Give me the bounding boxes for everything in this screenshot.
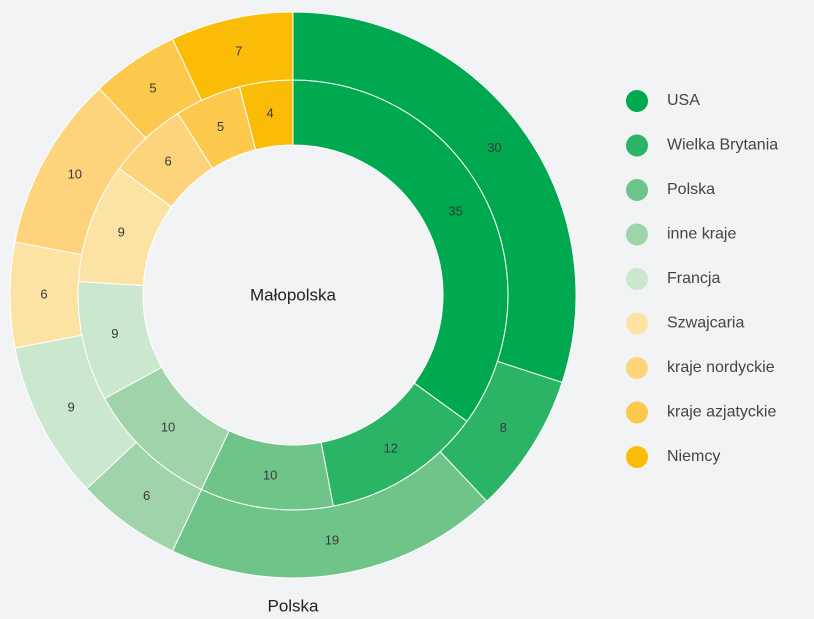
value-label: 10 bbox=[263, 467, 277, 482]
legend-label: inne kraje bbox=[667, 226, 736, 243]
value-label: 7 bbox=[235, 43, 242, 58]
value-label: 8 bbox=[500, 420, 507, 435]
value-label: 12 bbox=[384, 441, 398, 456]
legend-label: kraje nordyckie bbox=[667, 359, 775, 376]
value-label: 6 bbox=[40, 286, 47, 301]
legend-swatch bbox=[626, 268, 648, 290]
value-label: 6 bbox=[164, 153, 171, 168]
legend-swatch bbox=[626, 357, 648, 379]
donut-segment bbox=[292, 11, 577, 384]
value-label: 9 bbox=[118, 225, 125, 240]
legend-swatch bbox=[626, 223, 648, 246]
value-label: 10 bbox=[68, 166, 82, 181]
value-label: 10 bbox=[161, 419, 175, 434]
legend-swatch bbox=[626, 446, 648, 468]
legend-swatch bbox=[626, 312, 648, 335]
inner-ring-name: Małopolska bbox=[250, 285, 337, 304]
legend-label: kraje azjatyckie bbox=[667, 404, 776, 421]
legend-swatch bbox=[626, 90, 648, 112]
legend-label: Polska bbox=[667, 181, 715, 198]
legend-label: Francja bbox=[667, 270, 720, 287]
value-label: 9 bbox=[111, 326, 118, 341]
value-label: 35 bbox=[448, 204, 462, 219]
donut-segment bbox=[171, 11, 294, 102]
value-label: 30 bbox=[487, 140, 501, 155]
legend-swatch bbox=[626, 401, 648, 424]
legend-label: Wielka Brytania bbox=[667, 137, 778, 154]
legend-swatch bbox=[626, 134, 648, 157]
value-label: 19 bbox=[325, 532, 339, 547]
value-label: 5 bbox=[217, 119, 224, 134]
value-label: 5 bbox=[149, 80, 156, 95]
legend-swatch bbox=[626, 179, 648, 201]
value-label: 6 bbox=[143, 488, 150, 503]
legend-label: USA bbox=[667, 92, 700, 109]
legend-label: Niemcy bbox=[667, 448, 720, 465]
legend-label: Szwajcaria bbox=[667, 315, 744, 332]
value-label: 9 bbox=[68, 399, 75, 414]
value-label: 4 bbox=[267, 105, 274, 120]
outer-ring-name: Polska bbox=[267, 596, 319, 615]
